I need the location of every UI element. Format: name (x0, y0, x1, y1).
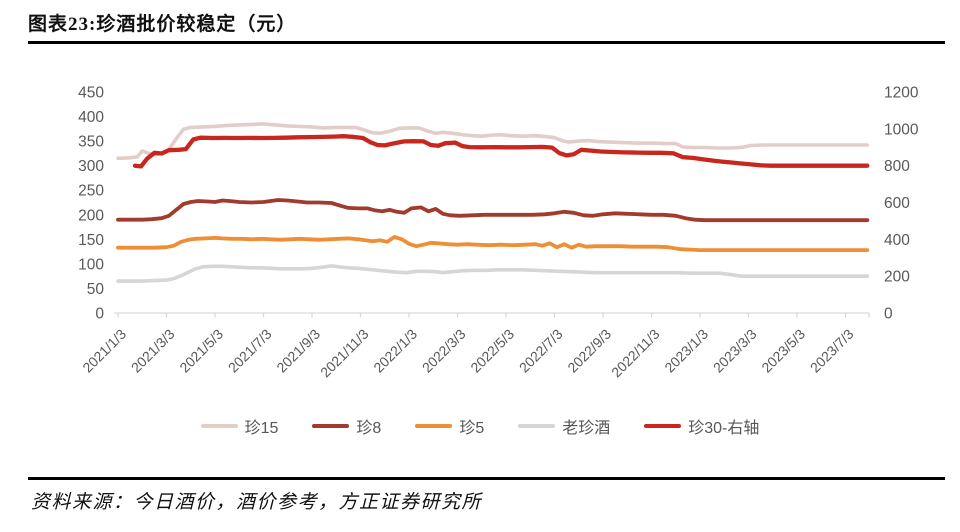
svg-text:2021/3/3: 2021/3/3 (128, 326, 178, 376)
svg-text:2023/5/3: 2023/5/3 (758, 326, 808, 376)
svg-text:50: 50 (87, 281, 105, 298)
svg-text:1200: 1200 (884, 85, 919, 102)
svg-text:350: 350 (78, 134, 104, 151)
legend-swatch-zhen8 (312, 424, 350, 428)
title-rule (28, 41, 945, 44)
svg-text:2022/1/3: 2022/1/3 (370, 326, 420, 376)
legend-swatch-laozhenjiu (518, 424, 556, 428)
svg-text:0: 0 (95, 306, 104, 323)
svg-text:2022/3/3: 2022/3/3 (419, 326, 469, 376)
chart-legend: 珍15 珍8 珍5 老珍酒 珍30-右轴 (0, 413, 960, 439)
legend-item-zhen5: 珍5 (415, 414, 484, 438)
legend-item-zhen15: 珍15 (200, 414, 279, 438)
svg-text:450: 450 (78, 85, 104, 102)
figure-title: 图表23:珍酒批价较稳定（元） (28, 14, 297, 35)
svg-text:1000: 1000 (884, 121, 919, 138)
legend-item-zhen8: 珍8 (312, 414, 381, 438)
svg-text:2022/9/3: 2022/9/3 (564, 326, 614, 376)
legend-item-zhen30: 珍30-右轴 (644, 414, 759, 438)
legend-swatch-zhen30 (644, 424, 682, 428)
svg-text:2023/3/3: 2023/3/3 (710, 326, 760, 376)
legend-label-zhen30: 珍30-右轴 (688, 420, 760, 437)
source-note: 资料来源：今日酒价，酒价参考，方正证券研究所 (31, 492, 483, 513)
svg-text:2022/5/3: 2022/5/3 (467, 326, 517, 376)
svg-text:0: 0 (884, 306, 893, 323)
legend-label-zhen15: 珍15 (244, 420, 279, 437)
legend-label-zhen8: 珍8 (356, 420, 382, 437)
svg-text:2021/9/3: 2021/9/3 (273, 326, 323, 376)
legend-item-laozhenjiu: 老珍酒 (518, 414, 610, 438)
svg-text:2021/1/3: 2021/1/3 (79, 326, 129, 376)
svg-text:250: 250 (78, 183, 104, 200)
svg-text:800: 800 (884, 158, 910, 175)
svg-text:2022/11/3: 2022/11/3 (608, 326, 663, 381)
svg-text:200: 200 (78, 207, 104, 224)
svg-text:100: 100 (78, 256, 104, 273)
svg-text:2022/7/3: 2022/7/3 (516, 326, 566, 376)
legend-label-zhen5: 珍5 (459, 420, 485, 437)
svg-text:150: 150 (78, 232, 104, 249)
svg-text:600: 600 (884, 195, 910, 212)
svg-text:200: 200 (884, 269, 910, 286)
svg-text:2021/7/3: 2021/7/3 (225, 326, 275, 376)
svg-text:400: 400 (884, 232, 910, 249)
svg-text:2023/7/3: 2023/7/3 (807, 326, 857, 376)
svg-text:400: 400 (78, 109, 104, 126)
legend-swatch-zhen5 (415, 424, 453, 428)
svg-text:2023/1/3: 2023/1/3 (661, 326, 711, 376)
svg-text:2021/11/3: 2021/11/3 (317, 326, 372, 381)
footer-rule (28, 477, 945, 480)
legend-label-laozhenjiu: 老珍酒 (562, 420, 611, 437)
legend-swatch-zhen15 (200, 424, 238, 428)
svg-text:2021/5/3: 2021/5/3 (176, 326, 226, 376)
svg-text:300: 300 (78, 158, 104, 175)
